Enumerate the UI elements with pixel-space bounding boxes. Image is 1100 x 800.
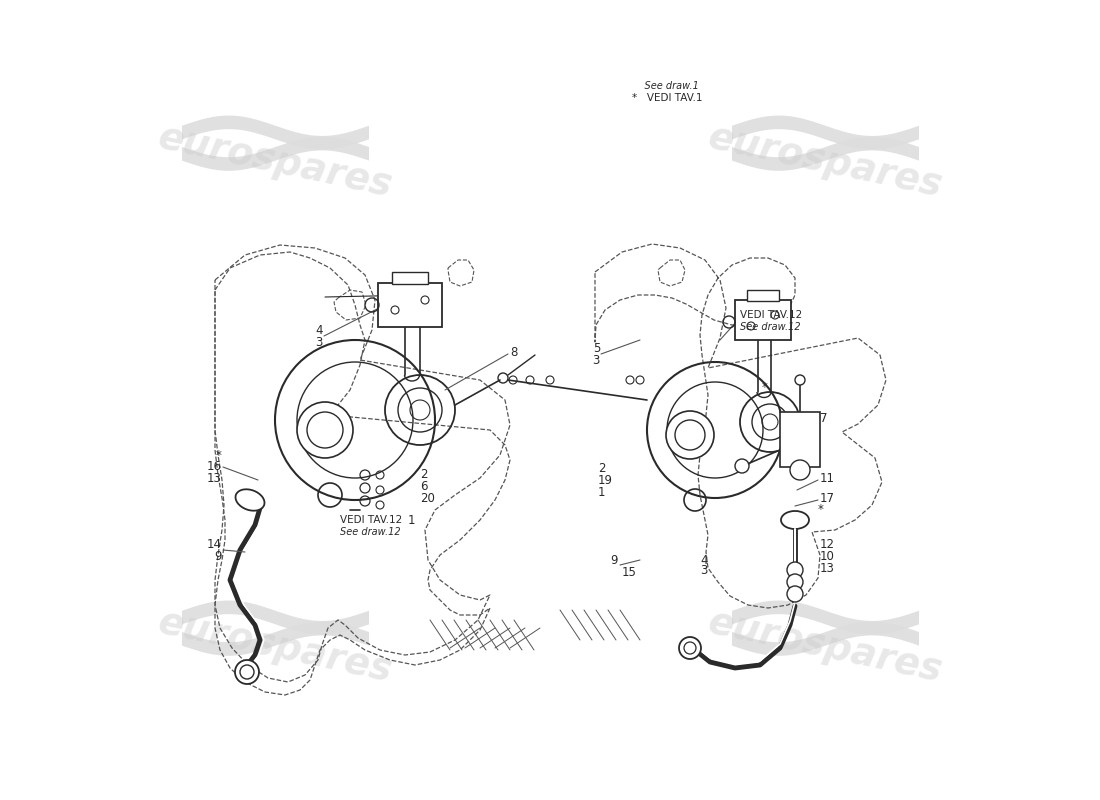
Text: 3: 3 — [316, 335, 323, 349]
Text: VEDI TAV.12: VEDI TAV.12 — [740, 310, 802, 320]
Text: 5: 5 — [593, 342, 600, 354]
Text: 7: 7 — [820, 411, 827, 425]
Text: *: * — [216, 449, 222, 462]
Circle shape — [735, 459, 749, 473]
Bar — [747, 290, 779, 301]
Ellipse shape — [781, 511, 808, 529]
Text: 10: 10 — [820, 550, 835, 563]
Text: 20: 20 — [420, 493, 434, 506]
Ellipse shape — [235, 490, 264, 510]
Text: 8: 8 — [510, 346, 517, 358]
Text: 3: 3 — [701, 563, 708, 577]
Text: See draw.12: See draw.12 — [740, 322, 801, 332]
Text: See draw.1: See draw.1 — [632, 82, 700, 91]
Text: 9: 9 — [214, 550, 222, 563]
Circle shape — [666, 411, 714, 459]
Text: eurospares: eurospares — [704, 119, 946, 204]
Circle shape — [786, 574, 803, 590]
Text: eurospares: eurospares — [154, 119, 396, 204]
Text: 16: 16 — [207, 461, 222, 474]
Text: 14: 14 — [207, 538, 222, 551]
Bar — [392, 272, 428, 284]
Text: 2: 2 — [598, 462, 605, 474]
Text: eurospares: eurospares — [154, 604, 396, 690]
Bar — [735, 300, 791, 340]
Text: 2: 2 — [420, 469, 428, 482]
Text: 9: 9 — [610, 554, 618, 566]
Text: See draw.12: See draw.12 — [340, 527, 400, 537]
Text: 11: 11 — [820, 471, 835, 485]
Text: 12: 12 — [820, 538, 835, 551]
Circle shape — [786, 586, 803, 602]
Text: 13: 13 — [207, 473, 222, 486]
Text: *   VEDI TAV.1: * VEDI TAV.1 — [632, 93, 703, 102]
Text: eurospares: eurospares — [704, 604, 946, 690]
Circle shape — [790, 460, 810, 480]
Text: 4: 4 — [316, 323, 323, 337]
Text: 13: 13 — [820, 562, 835, 575]
Text: 3: 3 — [593, 354, 600, 366]
Circle shape — [679, 637, 701, 659]
Text: 1: 1 — [408, 514, 416, 526]
Text: 17: 17 — [820, 491, 835, 505]
Text: 1: 1 — [598, 486, 605, 498]
Text: 4: 4 — [701, 554, 708, 566]
Bar — [378, 283, 442, 327]
Text: *: * — [762, 382, 768, 394]
Circle shape — [786, 562, 803, 578]
Circle shape — [795, 375, 805, 385]
Bar — [780, 412, 820, 467]
Text: 6: 6 — [420, 481, 428, 494]
Text: *: * — [818, 503, 824, 517]
Circle shape — [297, 402, 353, 458]
Text: VEDI TAV.12: VEDI TAV.12 — [340, 515, 403, 525]
Text: 19: 19 — [598, 474, 613, 486]
Circle shape — [235, 660, 258, 684]
Text: 15: 15 — [621, 566, 637, 578]
